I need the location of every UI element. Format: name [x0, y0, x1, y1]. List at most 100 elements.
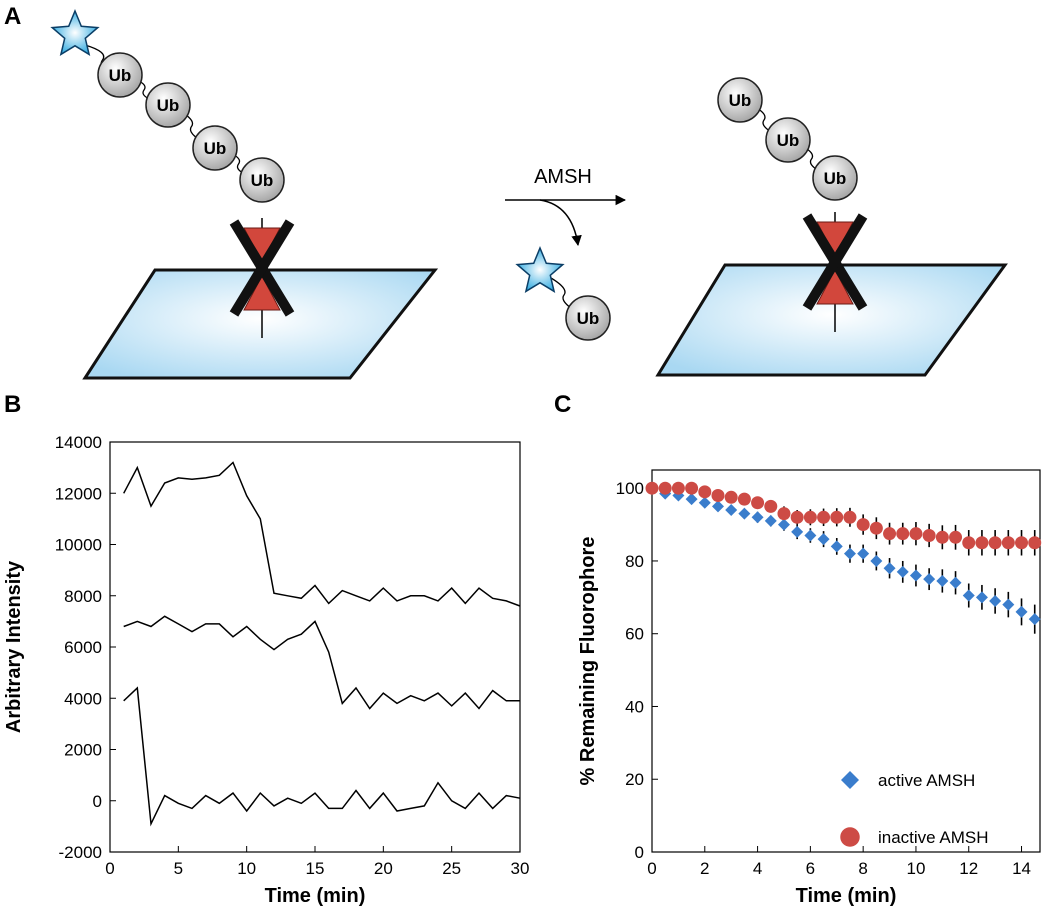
point: [803, 510, 817, 524]
point: [645, 481, 659, 495]
fluorophore: [515, 246, 565, 293]
y-axis-label: Arbitrary Intensity: [3, 560, 25, 733]
point: [737, 492, 751, 506]
x-tick-label: 25: [442, 859, 461, 878]
point: [804, 529, 817, 542]
y-axis-label: % Remaining Fluorophore: [577, 537, 599, 786]
y-tick-label: 6000: [64, 638, 102, 657]
point: [751, 511, 764, 524]
y-tick-label: 4000: [64, 689, 102, 708]
point: [817, 510, 831, 524]
point: [843, 547, 856, 560]
x-tick-label: 20: [374, 859, 393, 878]
point: [883, 562, 896, 575]
point: [909, 569, 922, 582]
point: [1028, 536, 1042, 550]
release-arrow: [539, 199, 582, 247]
y-tick-label: 80: [625, 552, 644, 571]
panel-label: B: [4, 391, 21, 418]
point: [883, 527, 897, 541]
point: [764, 514, 777, 527]
diagram: Ub Ub Ub Ub Ub Ub Ub Ub: [50, 9, 868, 341]
point: [738, 507, 751, 520]
y-tick-label: 0: [93, 792, 102, 811]
tag: [816, 268, 854, 305]
x-tick-label: 14: [1012, 859, 1031, 878]
point: [658, 481, 672, 495]
binder: [229, 219, 295, 317]
panel-label: C: [554, 391, 571, 418]
point: [1001, 536, 1015, 550]
ubiquitin-label: Ub: [777, 131, 800, 150]
point: [989, 594, 1002, 607]
fluorophore: [50, 9, 100, 56]
point: [962, 536, 976, 550]
panel-label: A: [4, 3, 21, 30]
ubiquitin-label: Ub: [729, 91, 752, 110]
point: [1002, 598, 1015, 611]
point: [764, 499, 778, 513]
y-tick-label: 10000: [55, 536, 102, 555]
point: [922, 528, 936, 542]
ubiquitin: [97, 52, 143, 98]
x-tick-label: 5: [174, 859, 183, 878]
point: [949, 576, 962, 589]
ubiquitin-label: Ub: [251, 171, 274, 190]
point: [909, 527, 923, 541]
x-tick-label: 10: [237, 859, 256, 878]
trace: [123, 615, 520, 710]
point: [869, 521, 883, 535]
x-axis-label: Time (min): [265, 885, 366, 907]
tag: [243, 274, 281, 311]
x-tick-label: 6: [806, 859, 815, 878]
legend-label: active AMSH: [878, 771, 975, 790]
point: [711, 500, 724, 513]
point: [988, 536, 1002, 550]
surface: [655, 263, 1008, 377]
ubiquitin-label: Ub: [204, 139, 227, 158]
point: [936, 574, 949, 587]
legend-label: inactive AMSH: [878, 828, 989, 847]
y-tick-label: 20: [625, 770, 644, 789]
ubiquitin: [765, 117, 811, 163]
surface: [82, 268, 439, 380]
point: [1015, 536, 1029, 550]
point: [711, 488, 725, 502]
point: [790, 510, 804, 524]
ubiquitin: [812, 155, 858, 201]
ubiquitin: [565, 295, 611, 341]
plot-frame: [109, 441, 521, 853]
point: [975, 591, 988, 604]
point: [724, 490, 738, 504]
point: [1015, 605, 1028, 618]
point: [1028, 613, 1041, 626]
ubiquitin: [145, 82, 191, 128]
point: [962, 589, 975, 602]
point: [935, 530, 949, 544]
point: [843, 510, 857, 524]
y-tick-label: 14000: [55, 433, 102, 452]
y-tick-label: 60: [625, 625, 644, 644]
trace: [123, 686, 521, 827]
x-tick-label: 2: [700, 859, 709, 878]
legend-marker: [840, 827, 860, 847]
y-tick-label: 2000: [64, 741, 102, 760]
binder: [802, 213, 868, 311]
point: [870, 554, 883, 567]
y-tick-label: 40: [625, 697, 644, 716]
point: [777, 518, 790, 531]
point: [698, 496, 711, 509]
point: [830, 510, 844, 524]
ubiquitin: [192, 125, 238, 171]
ubiquitin-label: Ub: [577, 309, 600, 328]
point: [896, 565, 909, 578]
point: [817, 533, 830, 546]
enzyme-label: AMSH: [534, 166, 592, 188]
trace: [123, 461, 521, 607]
x-tick-label: 0: [105, 859, 114, 878]
y-tick-label: 12000: [55, 484, 102, 503]
point: [671, 481, 685, 495]
point: [856, 518, 870, 532]
x-axis-label: Time (min): [796, 885, 897, 907]
